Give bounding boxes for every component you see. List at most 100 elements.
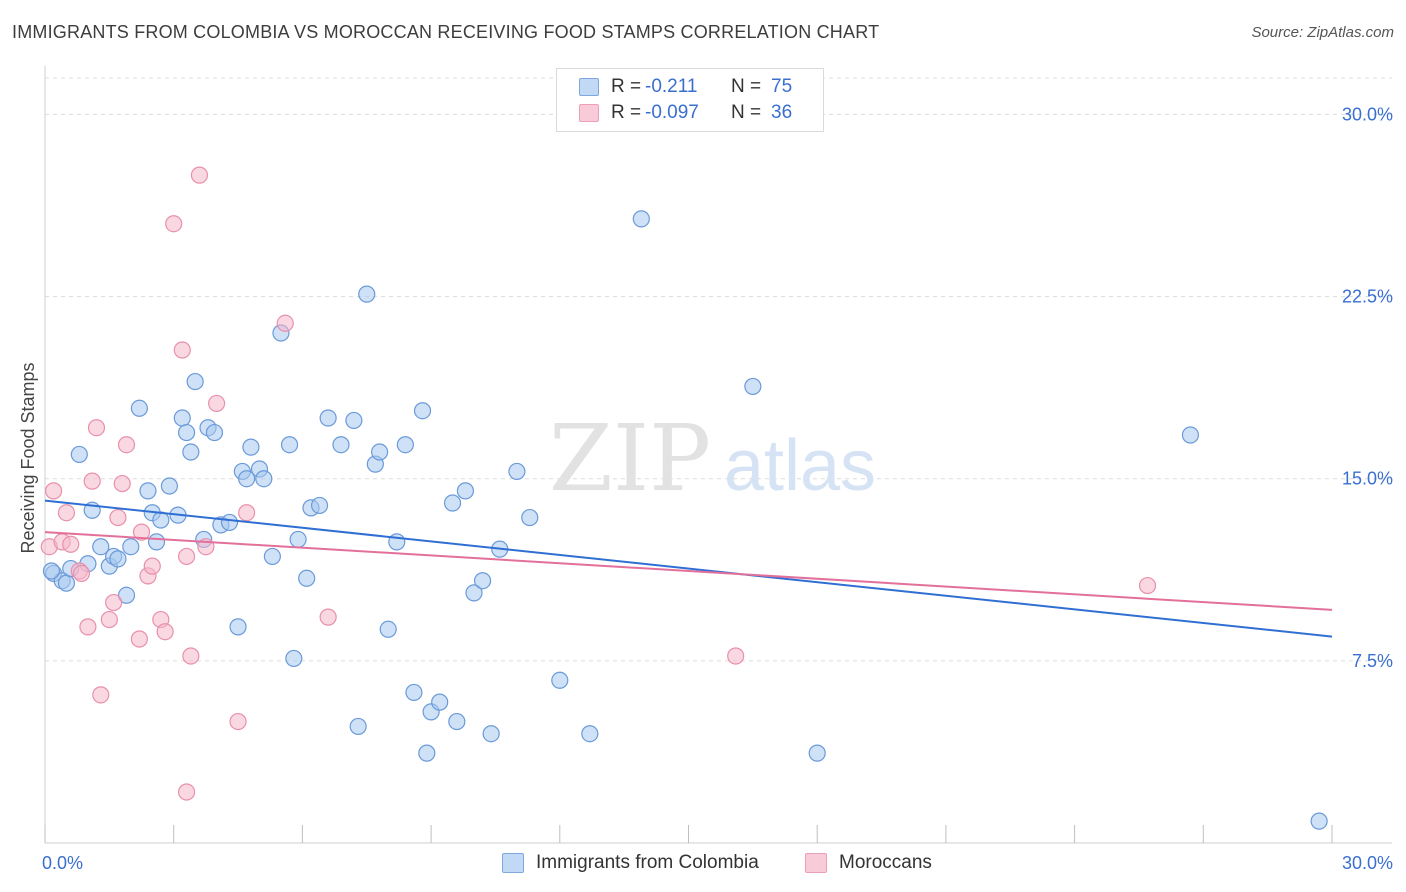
point-colombia (177, 423, 196, 442)
point-moroccans (208, 394, 226, 413)
point-colombia (808, 744, 826, 762)
point-moroccans (238, 504, 256, 522)
series-legend-label: Immigrants from Colombia (536, 852, 759, 873)
point-colombia (482, 725, 500, 743)
point-colombia (551, 671, 569, 689)
point-moroccans (113, 474, 131, 493)
point-colombia (42, 562, 61, 580)
point-moroccans (1138, 576, 1157, 595)
point-colombia (147, 533, 166, 551)
x-tick-label: 30.0% (1342, 853, 1393, 873)
watermark-atlas: atlas (724, 426, 876, 506)
point-colombia (160, 477, 179, 495)
point-colombia (345, 411, 363, 430)
point-colombia (109, 550, 127, 568)
trend-layer (44, 499, 1333, 638)
point-colombia (379, 620, 397, 638)
point-colombia (456, 482, 475, 500)
legend-n-value: 36 (771, 102, 793, 123)
point-colombia (1181, 426, 1200, 444)
point-colombia (238, 470, 256, 488)
legend-n-label: N = (731, 102, 762, 123)
point-colombia (448, 712, 466, 731)
legend-r-label: R = (611, 76, 642, 97)
point-moroccans (62, 535, 80, 553)
series-legend-colombia[interactable]: Immigrants from Colombia (502, 852, 759, 874)
legend-n-label: N = (731, 76, 762, 97)
point-colombia (92, 538, 110, 556)
point-moroccans (319, 608, 337, 626)
legend-r-label: R = (611, 102, 642, 123)
point-colombia (319, 409, 337, 427)
point-colombia (332, 436, 350, 454)
point-moroccans (87, 419, 106, 437)
trend-line-colombia (44, 499, 1333, 638)
correlation-legend: R = -0.211 N = 75 R = -0.097 N = 36 (556, 68, 824, 132)
trend-line-moroccans (44, 531, 1333, 611)
point-moroccans (83, 472, 101, 490)
point-colombia (371, 443, 389, 461)
point-colombia (349, 717, 367, 736)
series-swatch-blue (502, 853, 524, 873)
point-colombia (465, 584, 483, 602)
point-colombia (242, 438, 260, 456)
point-colombia (405, 683, 423, 702)
point-colombia (205, 423, 224, 442)
series-legend-label: Moroccans (839, 852, 932, 873)
chart-title: IMMIGRANTS FROM COLOMBIA VS MOROCCAN REC… (12, 22, 880, 42)
point-colombia (521, 508, 539, 527)
point-colombia (310, 496, 329, 515)
point-moroccans (117, 436, 136, 454)
point-colombia (70, 445, 88, 464)
point-colombia (285, 649, 303, 668)
point-colombia (57, 574, 76, 592)
point-moroccans (44, 482, 63, 500)
point-moroccans (72, 564, 91, 583)
y-tick-label: 7.5% (1352, 651, 1393, 671)
point-moroccans (727, 647, 745, 665)
legend-swatch-blue (579, 78, 599, 96)
y-axis-label: Receiving Food Stamps (18, 362, 38, 553)
point-moroccans (143, 557, 161, 575)
point-moroccans (190, 166, 209, 184)
point-colombia (139, 482, 157, 500)
watermark-zip: ZIP (549, 405, 711, 512)
point-colombia (473, 572, 492, 590)
point-colombia (508, 462, 526, 481)
point-moroccans (100, 610, 118, 629)
point-moroccans (182, 647, 200, 665)
point-colombia (122, 538, 140, 556)
series-swatch-pink (805, 853, 827, 873)
point-moroccans (130, 630, 148, 648)
legend-row-colombia: R = -0.211 N = 75 (579, 75, 792, 99)
point-colombia (186, 372, 204, 391)
point-moroccans (173, 341, 191, 359)
point-moroccans (177, 783, 196, 801)
y-tick-label: 22.5% (1342, 287, 1393, 307)
point-moroccans (132, 523, 151, 541)
legend-r-value: -0.097 (645, 102, 699, 123)
point-moroccans (156, 623, 174, 641)
point-colombia (255, 470, 273, 488)
point-colombia (358, 285, 376, 303)
point-colombia (581, 725, 599, 743)
legend-r-value: -0.211 (645, 76, 698, 97)
point-colombia (396, 436, 414, 454)
point-moroccans (92, 686, 110, 704)
point-colombia (632, 210, 650, 228)
y-tick-label: 15.0% (1342, 469, 1393, 489)
y-tick-label: 30.0% (1342, 104, 1393, 124)
point-colombia (117, 586, 136, 604)
point-colombia (298, 569, 316, 587)
x-tick-label: 0.0% (42, 853, 83, 873)
point-moroccans (79, 618, 97, 636)
legend-row-moroccans: R = -0.097 N = 36 (579, 101, 792, 125)
series-legend-moroccans[interactable]: Moroccans (805, 852, 932, 874)
points-layer (40, 166, 1328, 830)
y-axis-label-group: Receiving Food Stamps (18, 362, 38, 553)
point-moroccans (109, 508, 127, 527)
point-moroccans (57, 504, 76, 522)
series-legend: Immigrants from Colombia Moroccans (0, 852, 1406, 878)
point-colombia (280, 436, 299, 454)
point-moroccans (105, 593, 123, 612)
